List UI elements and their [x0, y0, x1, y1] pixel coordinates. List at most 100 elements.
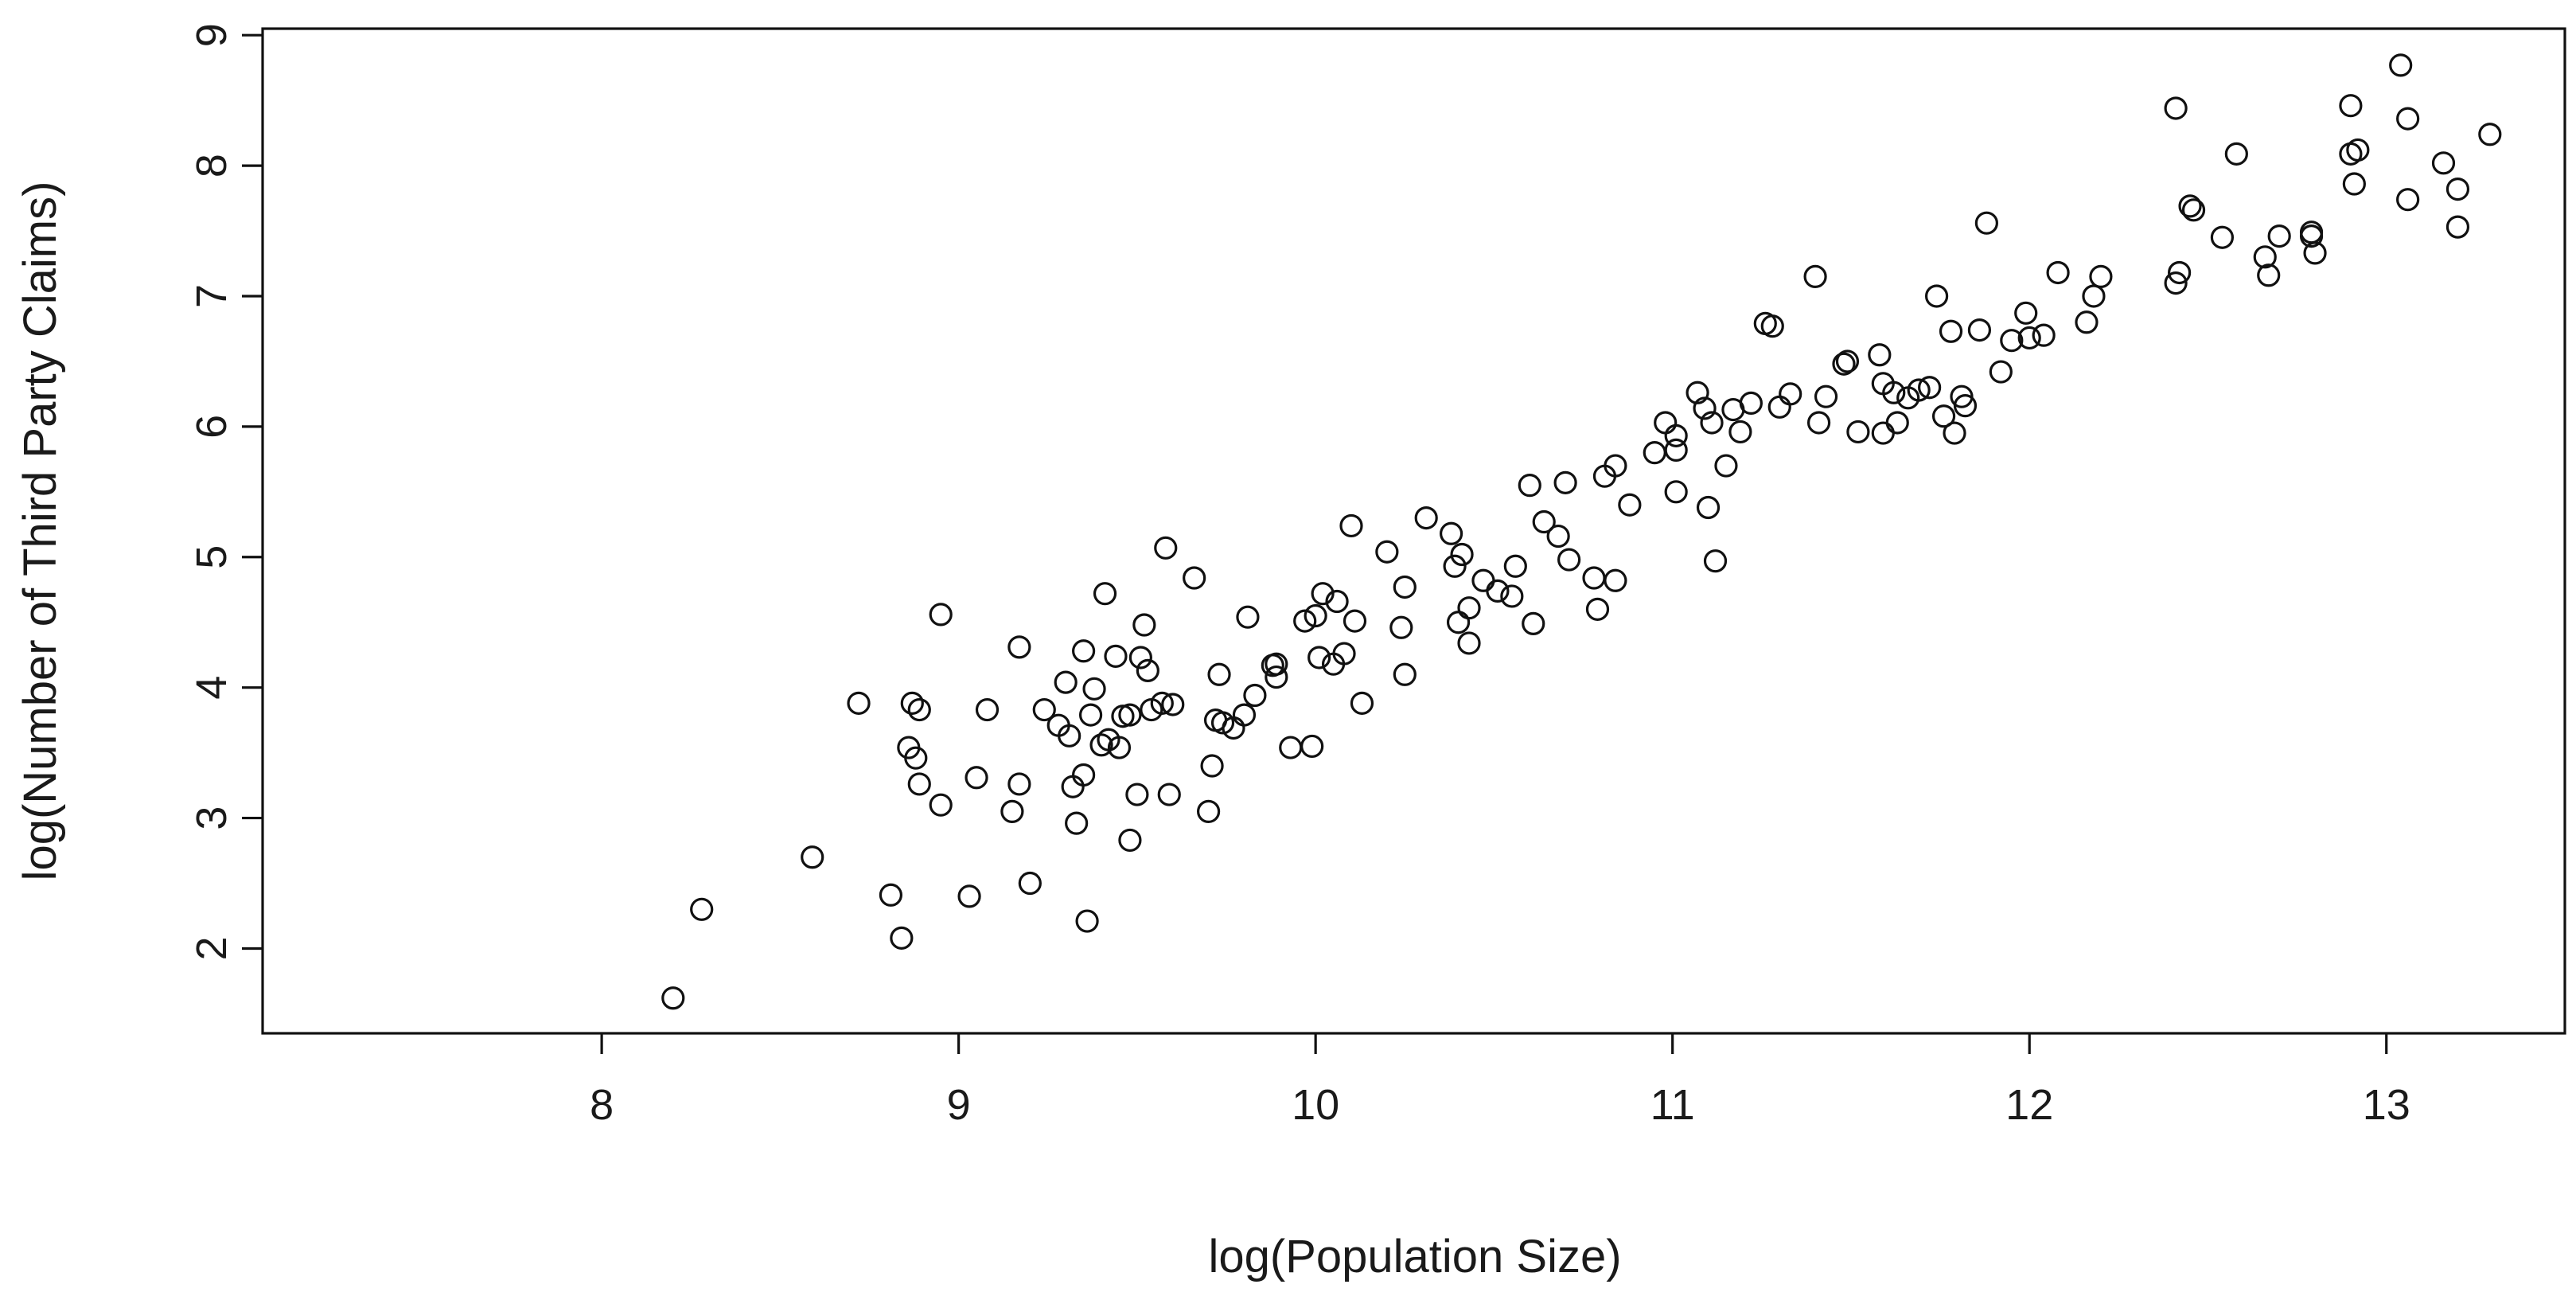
data-point: [1128, 646, 1152, 669]
data-point: [1700, 411, 1724, 435]
data-point: [1989, 360, 2013, 384]
data-point: [1803, 264, 1827, 289]
y-tick-label: 9: [188, 23, 236, 47]
data-point: [1664, 438, 1688, 462]
y-tick-label: 4: [188, 676, 236, 700]
data-point: [1196, 799, 1221, 823]
data-point: [1503, 554, 1527, 578]
x-tick-label: 11: [1650, 1081, 1695, 1129]
data-point: [1125, 783, 1149, 806]
data-point: [1967, 318, 1992, 342]
data-point: [661, 986, 685, 1010]
data-point: [2032, 323, 2056, 347]
data-point: [1924, 284, 1949, 308]
y-tick-label: 2: [188, 936, 236, 960]
data-point: [1118, 703, 1142, 727]
data-point: [1107, 736, 1132, 759]
data-point: [2257, 263, 2281, 287]
data-point: [2478, 123, 2502, 146]
data-point: [1457, 631, 1481, 655]
y-tick-label: 5: [188, 545, 236, 569]
data-point: [2164, 271, 2188, 295]
data-point: [690, 897, 714, 921]
data-point: [1007, 635, 1031, 659]
data-point: [957, 884, 981, 908]
data-point: [1835, 349, 1860, 373]
data-point: [2339, 94, 2363, 118]
data-point: [1714, 454, 1738, 478]
data-point: [1457, 596, 1481, 620]
data-point: [1557, 548, 1581, 572]
data-point: [1643, 441, 1666, 465]
data-point: [2396, 188, 2420, 212]
data-point: [1696, 495, 1721, 520]
y-tick-label: 8: [188, 154, 236, 178]
data-point: [2178, 194, 2202, 218]
data-point: [2210, 225, 2235, 249]
data-point: [2267, 224, 2291, 248]
data-point: [1032, 697, 1056, 722]
data-point: [1806, 411, 1831, 435]
data-point: [1343, 609, 1367, 633]
data-point: [2089, 264, 2113, 289]
data-point: [1664, 424, 1688, 447]
data-point: [1389, 615, 1413, 639]
data-point: [2445, 215, 2470, 239]
x-axis-title: log(Population Size): [1208, 1231, 1621, 1282]
x-tick-label: 13: [2363, 1081, 2410, 1129]
data-point: [2000, 329, 2024, 353]
data-point: [1058, 724, 1081, 748]
data-point: [1779, 382, 1802, 406]
data-point: [1072, 763, 1096, 787]
data-point: [1953, 394, 1978, 418]
data-point: [1375, 540, 1399, 564]
data-point: [1760, 314, 1784, 338]
data-point: [1089, 733, 1113, 757]
x-tick-label: 10: [1292, 1081, 1339, 1129]
data-point: [890, 926, 914, 950]
data-point: [1054, 670, 1078, 694]
data-point: [1136, 658, 1159, 682]
data-point: [1553, 470, 1577, 494]
data-point: [1885, 411, 1909, 435]
data-point: [1443, 554, 1467, 578]
data-point: [1393, 575, 1417, 599]
data-point: [2164, 96, 2188, 120]
data-point: [1974, 211, 1998, 235]
data-point: [1471, 568, 1495, 592]
x-tick-label: 8: [590, 1081, 614, 1129]
data-point: [904, 746, 928, 770]
data-point: [2046, 260, 2070, 285]
y-tick-label: 3: [188, 806, 236, 830]
data-point: [801, 845, 824, 869]
y-tick-label: 7: [188, 284, 236, 308]
x-axis: 8 9 10 11 12 13: [590, 1033, 2410, 1129]
data-point: [2224, 142, 2248, 166]
data-point: [1664, 480, 1688, 504]
data-point: [1446, 611, 1471, 634]
data-point: [1868, 343, 1892, 367]
data-point: [1439, 521, 1463, 545]
data-point: [1618, 493, 1642, 517]
data-point: [1232, 703, 1257, 727]
data-point: [1000, 799, 1024, 823]
data-point: [1939, 319, 1963, 343]
data-point: [1325, 589, 1349, 614]
data-point: [929, 603, 953, 627]
y-tick-label: 6: [188, 415, 236, 439]
data-point: [1832, 352, 1856, 376]
data-point: [1686, 381, 1709, 404]
data-point: [2014, 301, 2038, 325]
data-point: [1150, 691, 1174, 715]
data-point: [1350, 691, 1374, 715]
data-point: [2431, 151, 2456, 175]
data-point: [879, 883, 903, 907]
data-point: [1907, 378, 1931, 402]
data-point: [1846, 420, 1870, 444]
x-tick-label: 12: [2005, 1081, 2053, 1129]
data-point: [1739, 391, 1763, 415]
data-point: [1065, 811, 1089, 835]
data-point: [1207, 662, 1231, 686]
data-point: [1300, 734, 1324, 759]
